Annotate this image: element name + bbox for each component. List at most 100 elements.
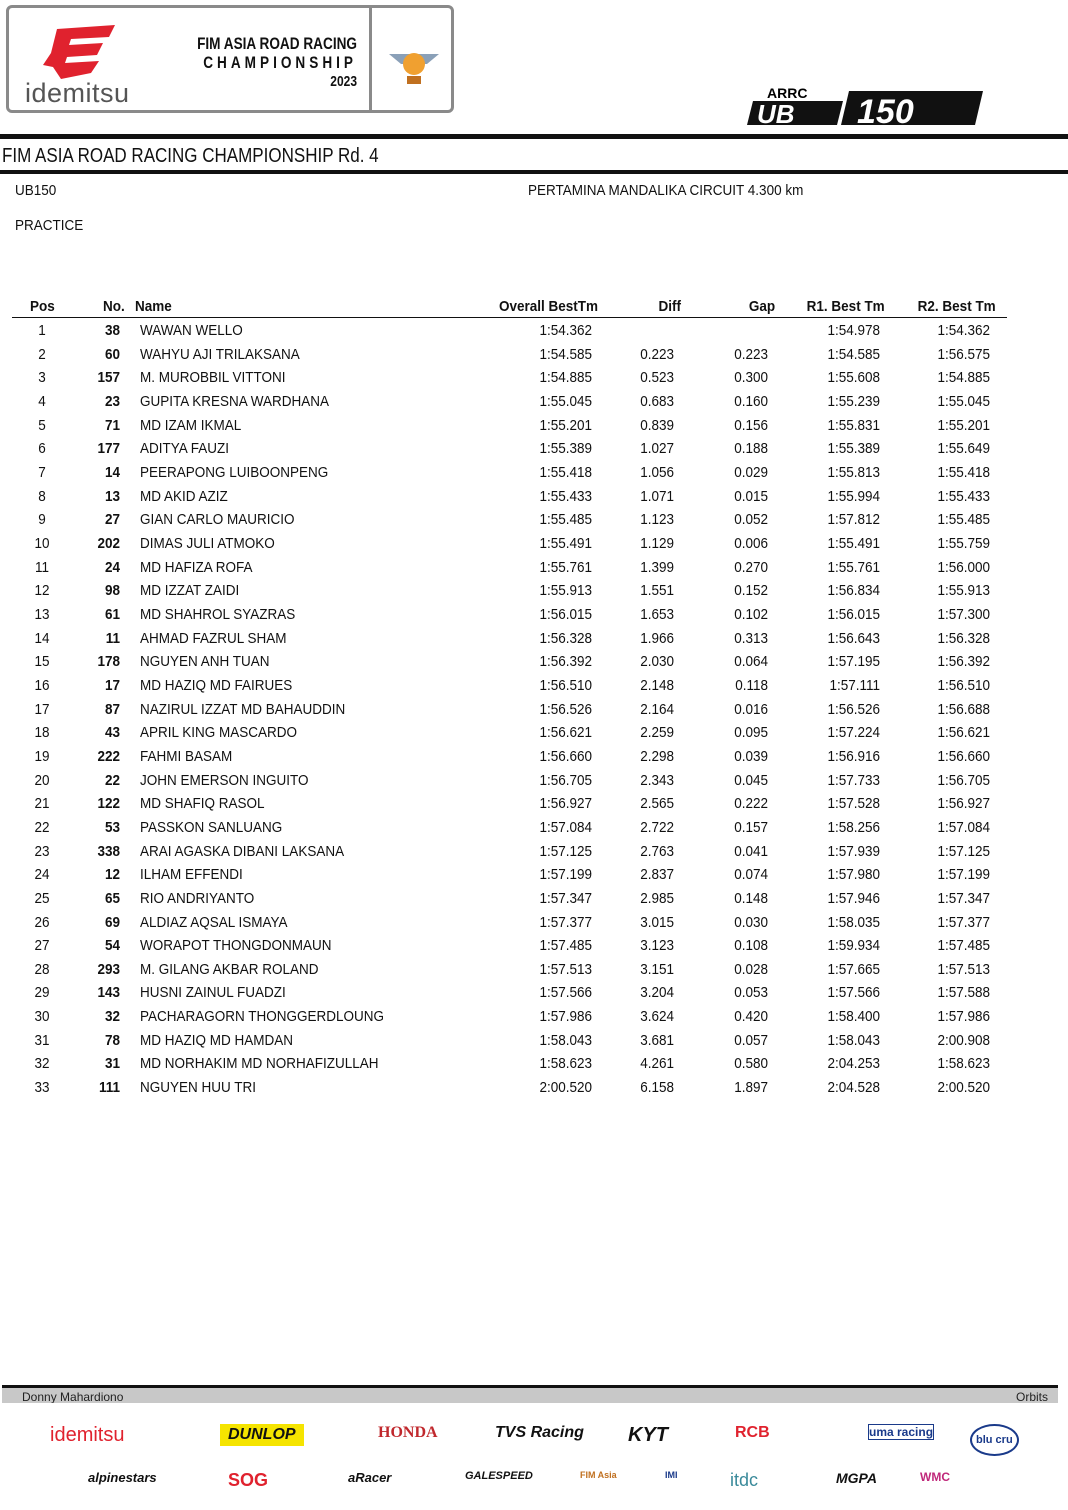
column-header-gap: Gap xyxy=(748,298,775,315)
title-rule xyxy=(0,170,1068,174)
cell-r1-best: 1:55.994 xyxy=(827,487,880,505)
cell-gap: 0.057 xyxy=(734,1031,768,1049)
cell-r2-best: 1:56.575 xyxy=(937,345,990,363)
cell-r2-best: 1:55.418 xyxy=(937,463,990,481)
column-header-number: No. xyxy=(103,298,125,315)
cell-overall-best: 1:58.623 xyxy=(539,1055,592,1073)
cell-name: PEERAPONG LUIBOONPENG xyxy=(140,463,329,481)
cell-r2-best: 1:56.328 xyxy=(937,629,990,647)
cell-overall-best: 1:54.362 xyxy=(539,322,592,339)
sponsor-logo: TVS Racing xyxy=(495,1424,584,1441)
cell-number: 38 xyxy=(104,322,120,339)
class-label: UB150 xyxy=(15,182,57,199)
cell-overall-best: 1:57.986 xyxy=(539,1008,592,1026)
cell-pos: 24 xyxy=(34,866,50,884)
cell-gap: 1.897 xyxy=(734,1079,768,1097)
cell-overall-best: 1:57.513 xyxy=(539,960,592,978)
cell-overall-best: 1:58.043 xyxy=(539,1031,592,1049)
cell-r2-best: 1:55.913 xyxy=(937,582,990,600)
cell-diff: 2.148 xyxy=(640,676,674,694)
column-header-diff: Diff xyxy=(658,298,682,315)
cell-gap: 0.016 xyxy=(734,700,768,718)
cell-pos: 16 xyxy=(34,676,50,694)
cell-r1-best: 2:04.253 xyxy=(827,1055,880,1073)
cell-number: 32 xyxy=(104,1008,120,1026)
cell-number: 61 xyxy=(104,605,120,623)
cell-pos: 1 xyxy=(38,322,46,339)
cell-name: MD HAFIZA ROFA xyxy=(140,558,253,576)
cell-overall-best: 1:55.485 xyxy=(539,511,592,529)
cell-gap: 0.006 xyxy=(734,534,768,552)
cell-number: 98 xyxy=(104,582,120,600)
cell-diff: 3.015 xyxy=(640,913,674,931)
championship-year: 2023 xyxy=(330,73,357,90)
cell-name: MD IZAM IKMAL xyxy=(140,416,242,434)
cell-diff: 2.763 xyxy=(640,842,674,860)
cell-overall-best: 1:56.328 xyxy=(539,629,592,647)
cell-gap: 0.160 xyxy=(734,392,768,410)
cell-diff: 1.551 xyxy=(640,582,674,600)
cell-r2-best: 1:58.623 xyxy=(937,1055,990,1073)
cell-pos: 2 xyxy=(38,345,46,363)
cell-pos: 4 xyxy=(38,392,46,410)
cell-diff: 1.027 xyxy=(640,440,674,458)
cell-name: WAHYU AJI TRILAKSANA xyxy=(140,345,300,363)
cell-pos: 8 xyxy=(38,487,46,505)
cell-name: M. MUROBBIL VITTONI xyxy=(140,369,286,387)
cell-overall-best: 1:56.705 xyxy=(539,771,592,789)
cell-r2-best: 1:55.045 xyxy=(937,392,990,410)
cell-r2-best: 1:55.433 xyxy=(937,487,990,505)
cell-pos: 21 xyxy=(34,795,50,813)
cell-number: 43 xyxy=(104,724,120,742)
cell-pos: 3 xyxy=(38,369,46,387)
cell-r1-best: 1:54.585 xyxy=(827,345,880,363)
cell-gap: 0.152 xyxy=(734,582,768,600)
cell-name: WAWAN WELLO xyxy=(140,322,243,339)
cell-number: 65 xyxy=(104,889,120,907)
cell-gap: 0.223 xyxy=(734,345,768,363)
sponsor-logo: idemitsu xyxy=(50,1424,125,1446)
cell-r1-best: 1:55.813 xyxy=(827,463,880,481)
sponsor-logo: IMI xyxy=(665,1470,678,1480)
cell-number: 222 xyxy=(97,747,120,765)
cell-name: JOHN EMERSON INGUITO xyxy=(140,771,309,789)
cell-r2-best: 1:56.660 xyxy=(937,747,990,765)
cell-r1-best: 1:59.934 xyxy=(827,937,880,955)
cell-gap: 0.029 xyxy=(734,463,768,481)
cell-r1-best: 1:54.978 xyxy=(827,322,880,339)
cell-name: ADITYA FAUZI xyxy=(140,440,230,458)
cell-diff: 3.123 xyxy=(640,937,674,955)
cell-number: 22 xyxy=(104,771,120,789)
cell-r2-best: 1:57.513 xyxy=(937,960,990,978)
cell-name: NGUYEN HUU TRI xyxy=(140,1079,257,1097)
cell-r2-best: 1:54.885 xyxy=(937,369,990,387)
cell-overall-best: 1:57.125 xyxy=(539,842,592,860)
cell-overall-best: 1:55.418 xyxy=(539,463,592,481)
cell-name: MD SHAFIQ RASOL xyxy=(140,795,265,813)
cell-name: PASSKON SANLUANG xyxy=(140,818,283,836)
cell-name: MD NORHAKIM MD NORHAFIZULLAH xyxy=(140,1055,379,1073)
cell-r1-best: 1:57.812 xyxy=(827,511,880,529)
cell-name: FAHMI BASAM xyxy=(140,747,233,765)
cell-overall-best: 1:55.045 xyxy=(539,392,592,410)
cell-diff: 3.204 xyxy=(640,984,674,1002)
cell-overall-best: 1:56.526 xyxy=(539,700,592,718)
cell-overall-best: 1:57.377 xyxy=(539,913,592,931)
cell-name: HUSNI ZAINUL FUADZI xyxy=(140,984,286,1002)
cell-r1-best: 1:57.980 xyxy=(827,866,880,884)
cell-overall-best: 1:55.761 xyxy=(539,558,592,576)
cell-pos: 28 xyxy=(34,960,50,978)
cell-name: MD HAZIQ MD HAMDAN xyxy=(140,1031,293,1049)
cell-gap: 0.188 xyxy=(734,440,768,458)
footer-bar: Donny Mahardiono Orbits xyxy=(2,1385,1058,1403)
cell-number: 14 xyxy=(104,463,120,481)
cell-diff: 0.839 xyxy=(640,416,674,434)
cell-r1-best: 1:58.400 xyxy=(827,1008,880,1026)
cell-r2-best: 1:57.485 xyxy=(937,937,990,955)
cell-number: 69 xyxy=(104,913,120,931)
cell-gap: 0.028 xyxy=(734,960,768,978)
cell-number: 54 xyxy=(104,937,120,955)
cell-diff: 2.565 xyxy=(640,795,674,813)
cell-diff: 2.298 xyxy=(640,747,674,765)
column-header-name: Name xyxy=(135,298,172,315)
